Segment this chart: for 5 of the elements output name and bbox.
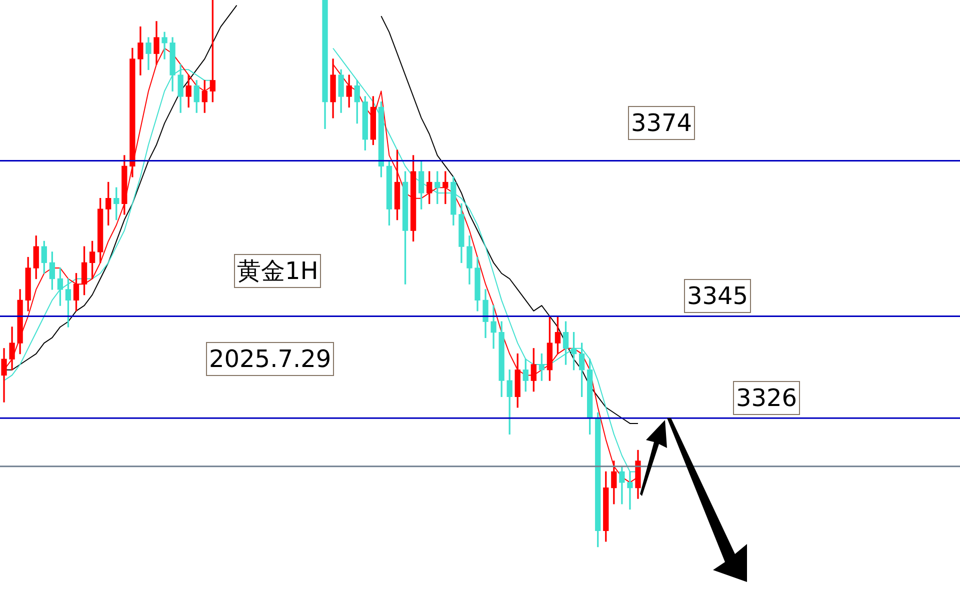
annotation: 黄金1H (234, 254, 322, 288)
ref-line-label: 3374 (628, 106, 696, 140)
ref-line-label: 3345 (684, 279, 752, 314)
annotation: 2025.7.29 (206, 342, 334, 376)
ref-line-label: 3326 (733, 381, 800, 416)
